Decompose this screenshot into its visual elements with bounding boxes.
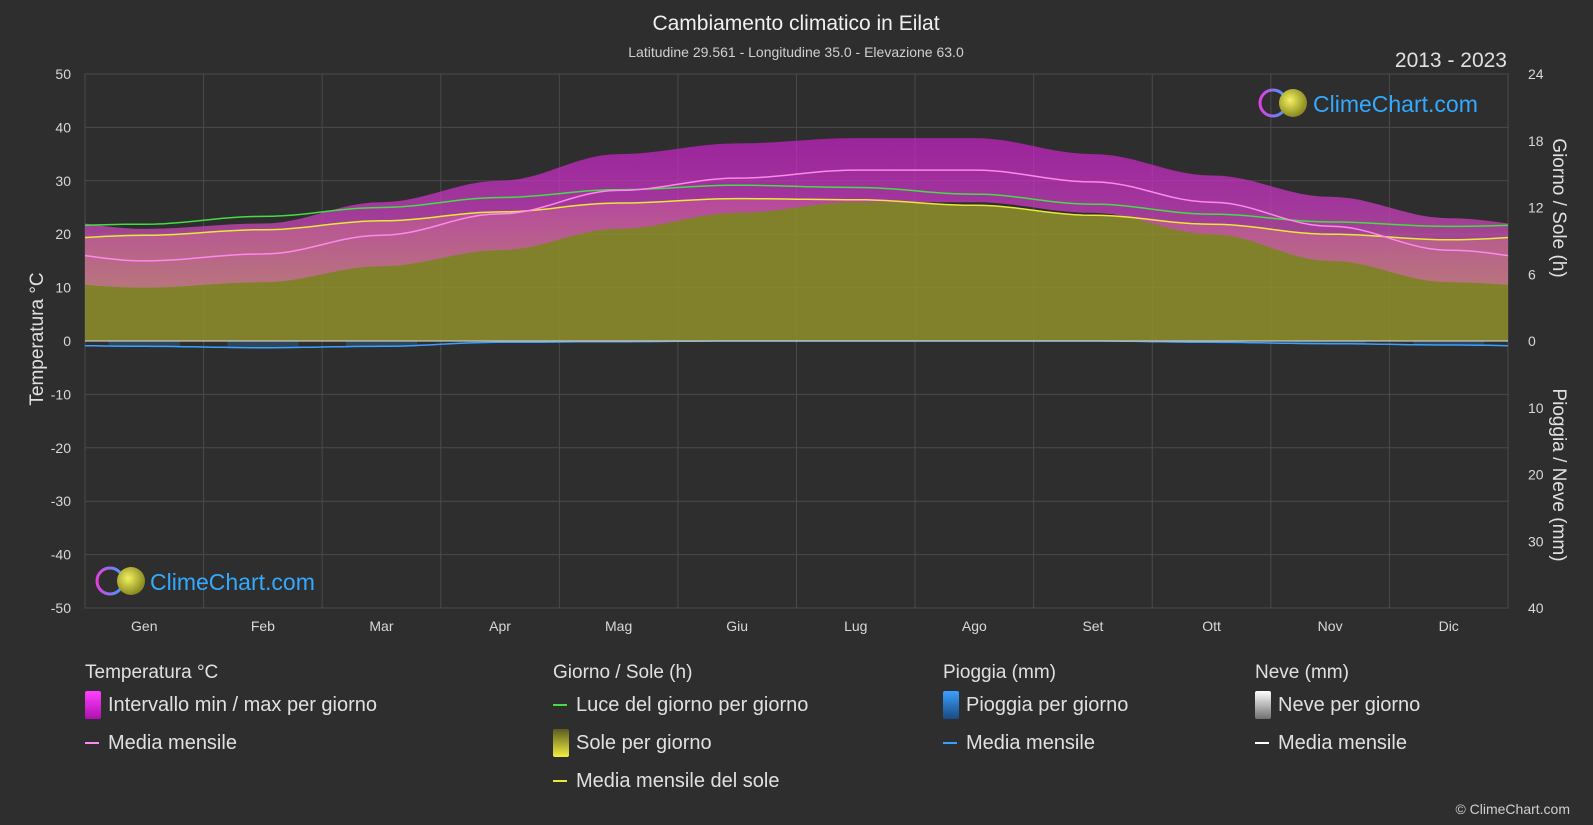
right-bottom-tick-label: 30: [1528, 533, 1544, 549]
sunshine-mean-line: [84, 197, 1509, 241]
month-tick-label: Apr: [489, 618, 511, 634]
legend-group-snow: Neve (mm) Neve per giorno Media mensile: [1255, 662, 1420, 762]
logo-text-bottom: ClimeChart.com: [150, 569, 315, 595]
legend-group-temperature: Temperatura °C Intervallo min / max per …: [85, 662, 377, 762]
climate-chart: Cambiamento climatico in Eilat Latitudin…: [27, 12, 1569, 634]
left-tick-label: -40: [51, 547, 71, 563]
chart-title: Cambiamento climatico in Eilat: [652, 12, 939, 35]
legend-group-daylight: Giorno / Sole (h) Luce del giorno per gi…: [553, 662, 808, 800]
legend-item-label: Media mensile: [966, 731, 1095, 754]
temp-range-swatch: [85, 691, 101, 719]
temperature-range-area: [85, 138, 1508, 288]
left-axis-label: Temperatura °C: [27, 272, 48, 405]
legend-item-label: Media mensile: [1278, 731, 1407, 754]
legend-group-title: Neve (mm): [1255, 662, 1349, 683]
left-tick-label: 50: [55, 66, 71, 82]
legend-group-title: Giorno / Sole (h): [553, 662, 693, 683]
right-top-tick-label: 0: [1528, 333, 1536, 349]
month-tick-label: Giu: [726, 618, 748, 634]
right-top-tick-label: 24: [1528, 66, 1544, 82]
right-top-tick-label: 6: [1528, 266, 1536, 282]
legend-item: Luce del giorno per giorno: [553, 686, 808, 724]
sunshine-mean-swatch: [553, 780, 567, 782]
legend: Temperatura °C Intervallo min / max per …: [0, 662, 1593, 812]
left-tick-label: 20: [55, 226, 71, 242]
sunshine-swatch: [553, 729, 569, 757]
logo-sun-icon: [117, 567, 145, 595]
right-bottom-tick-label: 20: [1528, 467, 1544, 483]
rain-bar: [108, 341, 180, 347]
legend-group-rain: Pioggia (mm) Pioggia per giorno Media me…: [943, 662, 1128, 762]
month-tick-label: Ott: [1202, 618, 1221, 634]
legend-item: Pioggia per giorno: [943, 686, 1128, 724]
month-tick-label: Mag: [605, 618, 632, 634]
temperature-mean-line: [84, 169, 1509, 262]
rain-swatch: [943, 691, 959, 719]
month-tick-label: Nov: [1318, 618, 1343, 634]
brand-logo-bottom: ClimeChart.com: [95, 566, 315, 596]
month-tick-label: Gen: [131, 618, 157, 634]
left-tick-label: -20: [51, 440, 71, 456]
rain-bar: [345, 341, 418, 347]
daylight-swatch: [553, 704, 567, 706]
logo-sun-icon: [1279, 89, 1307, 117]
rain-mean-swatch: [943, 742, 957, 744]
rain-bar: [1294, 341, 1366, 344]
rain-bar: [227, 341, 299, 348]
right-axis-bottom-label: Pioggia / Neve (mm): [1548, 388, 1569, 561]
legend-group-title: Temperatura °C: [85, 662, 219, 683]
legend-item-label: Neve per giorno: [1278, 693, 1421, 716]
month-tick-label: Dic: [1439, 618, 1459, 634]
left-tick-label: -50: [51, 600, 71, 616]
legend-item-label: Sole per giorno: [576, 731, 712, 754]
left-tick-label: -30: [51, 493, 71, 509]
legend-item: Intervallo min / max per giorno: [85, 686, 377, 724]
legend-item: Media mensile: [943, 724, 1128, 762]
month-tick-label: Lug: [844, 618, 867, 634]
brand-logo-top: ClimeChart.com: [1258, 88, 1478, 118]
temp-mean-swatch: [85, 742, 99, 744]
legend-item: Sole per giorno: [553, 724, 808, 762]
left-tick-label: 10: [55, 280, 71, 296]
legend-item: Media mensile: [85, 724, 377, 762]
legend-item-label: Intervallo min / max per giorno: [108, 693, 378, 716]
right-top-tick-label: 12: [1528, 200, 1544, 216]
chart-subtitle: Latitudine 29.561 - Longitudine 35.0 - E…: [628, 44, 964, 60]
right-axis-top-label: Giorno / Sole (h): [1548, 138, 1569, 277]
legend-item: Media mensile del sole: [553, 762, 808, 800]
month-tick-label: Feb: [251, 618, 275, 634]
year-range: 2013 - 2023: [1395, 49, 1507, 72]
snow-swatch: [1255, 691, 1271, 719]
right-bottom-tick-label: 40: [1528, 600, 1544, 616]
legend-item-label: Pioggia per giorno: [966, 693, 1129, 716]
legend-item-label: Media mensile: [108, 731, 237, 754]
month-tick-label: Ago: [962, 618, 987, 634]
legend-group-title: Pioggia (mm): [943, 662, 1056, 683]
right-top-tick-label: 18: [1528, 133, 1544, 149]
left-tick-label: -10: [51, 386, 71, 402]
legend-item-label: Luce del giorno per giorno: [576, 693, 809, 716]
right-bottom-tick-label: 10: [1528, 400, 1544, 416]
copyright: © ClimeChart.com: [1455, 801, 1570, 817]
legend-item: Neve per giorno: [1255, 686, 1420, 724]
rain-bar: [1413, 341, 1485, 346]
daylight-line: [84, 184, 1509, 228]
left-tick-label: 40: [55, 119, 71, 135]
snow-mean-swatch: [1255, 742, 1269, 744]
month-tick-label: Set: [1082, 618, 1103, 634]
left-tick-label: 0: [63, 333, 71, 349]
legend-item-label: Media mensile del sole: [576, 769, 780, 792]
axes: 50 40 30 20 10 0 -10 -20 -30 -40 -50 24 18 12 6 0 10 20 30…: [51, 66, 1544, 634]
legend-item: Media mensile: [1255, 724, 1420, 762]
logo-text-top: ClimeChart.com: [1313, 91, 1478, 117]
left-tick-label: 30: [55, 173, 71, 189]
temperature-range-fill: [85, 138, 1508, 288]
month-tick-label: Mar: [369, 618, 393, 634]
